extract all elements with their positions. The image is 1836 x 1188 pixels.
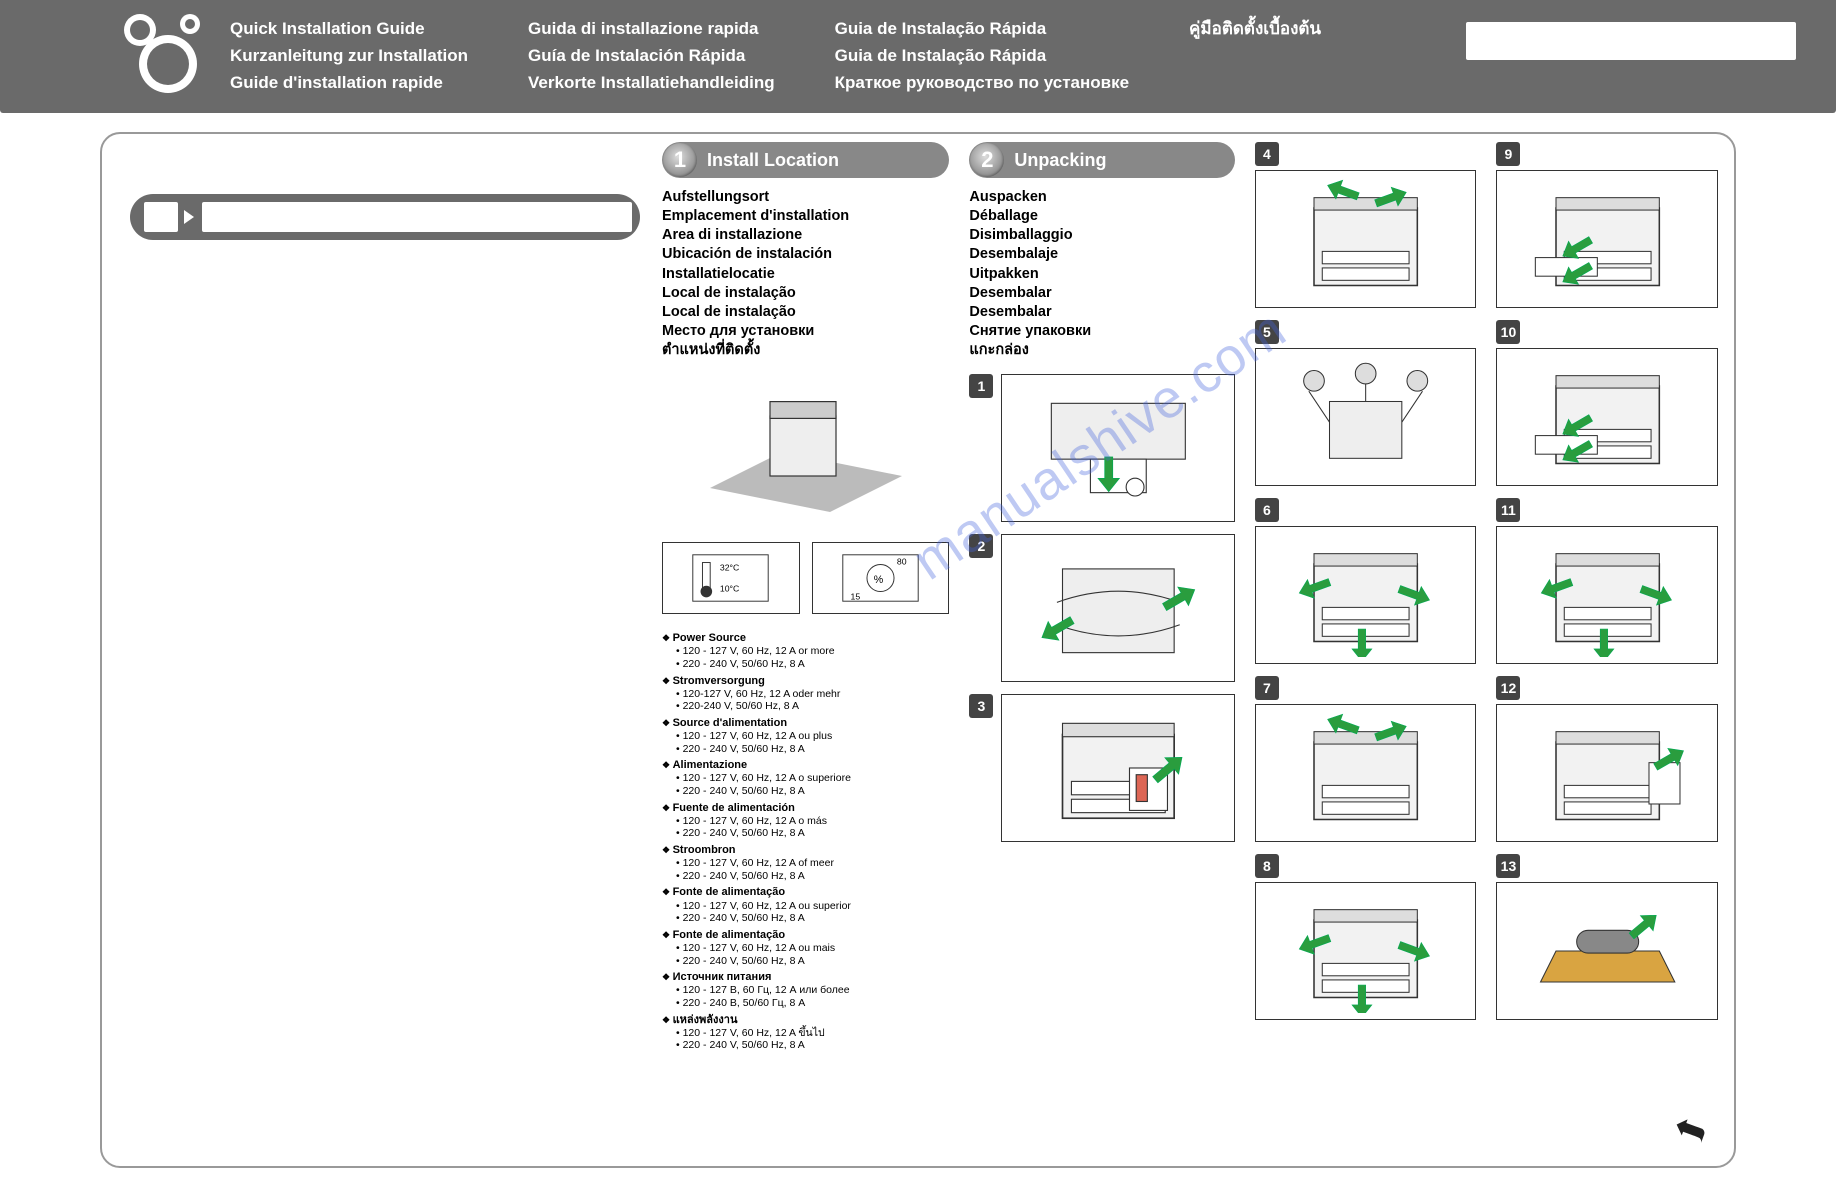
header-col-4: คู่มือติดตั้งเบื้องต้น <box>1189 18 1321 95</box>
step-1-figure <box>1001 374 1234 522</box>
svg-text:80: 80 <box>897 557 907 567</box>
step-13-figure <box>1496 882 1718 1020</box>
header-col-1: Quick Installation GuideKurzanleitung zu… <box>230 18 468 95</box>
step-badge-4: 4 <box>1255 142 1279 166</box>
step-5-figure <box>1255 348 1477 486</box>
svg-text:10°C: 10°C <box>720 584 739 594</box>
clearance-diagram <box>662 374 949 530</box>
step-badge-6: 6 <box>1255 498 1279 522</box>
svg-text:15: 15 <box>851 591 861 601</box>
step-badge-8: 8 <box>1255 854 1279 878</box>
section-1-header: 1Install Location <box>662 142 949 178</box>
step-8-figure <box>1255 882 1477 1020</box>
header-col-3: Guia de Instalação RápidaGuia de Instala… <box>835 18 1129 95</box>
section-2-header: 2Unpacking <box>969 142 1234 178</box>
logo-bubbles-icon <box>110 6 220 99</box>
step-badge-13: 13 <box>1496 854 1520 878</box>
step-7-figure <box>1255 704 1477 842</box>
step-badge-2: 2 <box>969 534 993 558</box>
section-2-translations: AuspackenDéballageDisimballaggioDesembal… <box>969 188 1234 360</box>
reference-slot <box>202 202 632 232</box>
step-badge-12: 12 <box>1496 676 1520 700</box>
header-bar: Quick Installation GuideKurzanleitung zu… <box>0 0 1836 113</box>
step-badge-7: 7 <box>1255 676 1279 700</box>
svg-text:%: % <box>874 574 884 586</box>
section-1-translations: AufstellungsortEmplacement d'installatio… <box>662 188 949 360</box>
section-install-location: 1Install Location AufstellungsortEmplace… <box>662 142 949 1158</box>
step-badge-9: 9 <box>1496 142 1520 166</box>
section-unpacking: 2Unpacking AuspackenDéballageDisimballag… <box>969 142 1234 1158</box>
step-12-figure <box>1496 704 1718 842</box>
svg-text:32°C: 32°C <box>720 562 739 572</box>
temperature-badge: 32°C 10°C <box>662 542 800 614</box>
step-badge-3: 3 <box>969 694 993 718</box>
play-icon <box>184 210 194 224</box>
book-icon <box>144 202 178 232</box>
step-badge-5: 5 <box>1255 320 1279 344</box>
step-6-figure <box>1255 526 1477 664</box>
step-2-figure <box>1001 534 1234 682</box>
step-badge-10: 10 <box>1496 320 1520 344</box>
brand-badge <box>1466 22 1796 60</box>
humidity-badge: % 80 15 <box>812 542 950 614</box>
step-3-figure <box>1001 694 1234 842</box>
header-col-2: Guida di installazione rapidaGuía de Ins… <box>528 18 775 95</box>
step-badge-1: 1 <box>969 374 993 398</box>
reference-pill <box>130 194 640 240</box>
step-4-figure <box>1255 170 1477 308</box>
step-9-figure <box>1496 170 1718 308</box>
step-11-figure <box>1496 526 1718 664</box>
power-source-list: Power Source120 - 127 V, 60 Hz, 12 A or … <box>662 628 949 1052</box>
step-badge-11: 11 <box>1496 498 1520 522</box>
step-10-figure <box>1496 348 1718 486</box>
page-frame: manualshive.com 1Install Location Aufste… <box>100 132 1736 1168</box>
